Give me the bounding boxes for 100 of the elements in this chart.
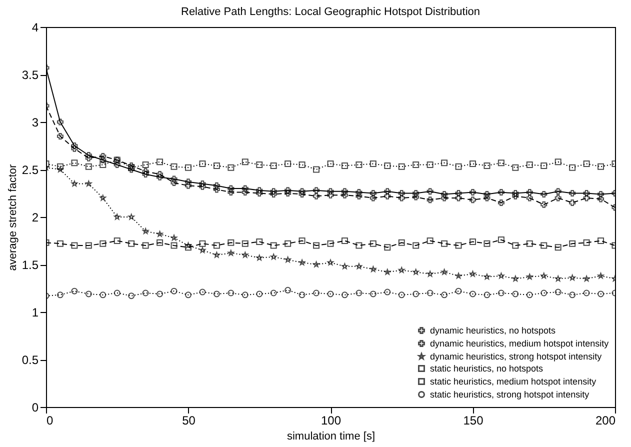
point [426,196,434,204]
point [498,160,504,166]
point [85,163,92,170]
point [242,292,248,298]
point [356,263,362,270]
legend-label: dynamic heuristics, strong hotspot intensity [430,352,602,362]
point [512,190,519,196]
point [398,239,405,246]
point [313,187,320,194]
point [327,290,334,298]
y-tick-label: 0.5 [22,353,39,367]
y-tick-label: 3.5 [22,68,39,82]
point [128,162,135,169]
point [526,292,533,298]
point [370,190,376,196]
point [341,238,348,244]
point [356,162,362,168]
point [540,162,548,169]
legend-label: dynamic heuristics, no hotspots [430,326,556,336]
point [370,194,376,202]
point [185,164,192,171]
y-tick-label: 1 [32,306,39,320]
point [313,192,320,200]
point [356,242,362,249]
point [199,247,206,253]
point [412,242,420,249]
point [185,178,192,186]
point [484,292,490,298]
point [470,189,476,196]
point [583,160,590,168]
point [170,176,178,182]
point [284,187,292,194]
point [128,240,135,247]
point [156,171,164,178]
point [498,200,504,206]
point [327,188,334,195]
point [327,259,334,266]
point [569,240,576,247]
point [313,166,320,173]
point [213,162,220,169]
point [56,240,64,247]
point [170,180,178,186]
point [298,162,306,168]
point [569,190,576,196]
point [441,194,448,202]
point [370,240,376,247]
point [540,242,548,249]
point [85,154,92,162]
point [71,160,78,166]
point [598,238,604,244]
legend-label: static heuristics, no hotspots [430,364,544,374]
chart-title: Relative Path Lengths: Local Geographic Hotspot Distribution [180,6,480,18]
y-tick-label: 0 [32,400,39,414]
point [554,276,562,282]
point [470,160,476,168]
point [583,276,590,282]
point [142,228,149,234]
point [170,163,178,170]
point [298,292,306,298]
legend-label: static heuristics, medium hotspot intensity [430,376,597,386]
point [298,188,306,195]
point [540,290,548,296]
point [142,242,149,249]
x-tick-label: 100 [320,414,342,428]
point [85,290,92,298]
point [128,166,135,173]
point [228,185,234,192]
point [598,290,604,298]
point [540,201,548,208]
point [199,160,206,168]
point [498,236,504,244]
point [284,240,292,247]
point [270,162,277,169]
point [554,288,562,296]
point [341,192,348,198]
y-tick-label: 4 [32,20,39,34]
point [526,189,533,196]
point [455,272,462,279]
point [526,162,533,168]
point [569,200,576,206]
point [598,163,604,170]
point [128,292,135,300]
point [270,242,277,249]
point [583,190,590,196]
point [484,274,490,280]
point [484,194,490,202]
point [100,194,106,201]
point [398,190,405,196]
point [313,242,320,249]
x-axis-title: simulation time [s] [286,430,376,442]
point [583,239,590,246]
y-tick-label: 1.5 [22,258,39,272]
point [327,192,334,198]
point [185,182,192,189]
point [327,160,334,168]
point [199,240,206,247]
point [384,192,391,200]
point [426,290,434,296]
point [384,288,391,296]
point [185,244,192,251]
